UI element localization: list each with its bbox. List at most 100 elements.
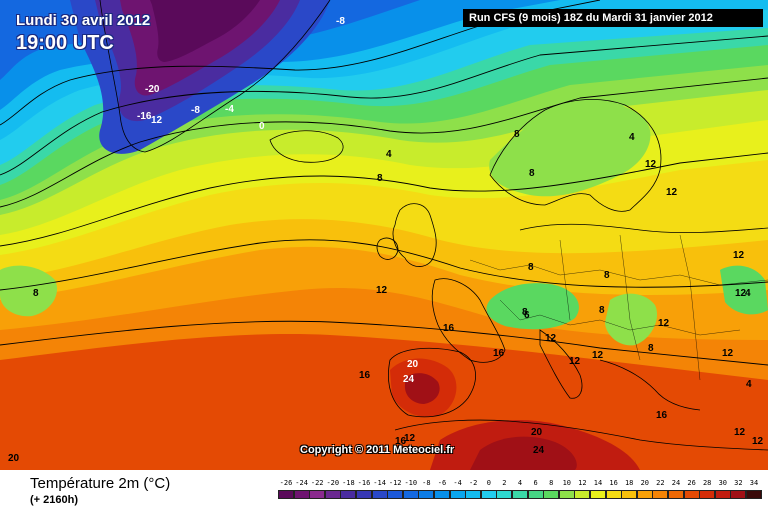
contour-label: 8 [522, 307, 528, 318]
iberia-coast [388, 347, 476, 418]
lead-time: (+ 2160h) [30, 494, 78, 506]
borders [469, 234, 768, 381]
legend-level-label: 22 [656, 479, 665, 487]
legend-level-label: 4 [517, 479, 523, 487]
legend-swatch [621, 490, 638, 499]
contour-label: -8 [191, 105, 200, 116]
legend-swatch [402, 490, 419, 499]
great-britain-coast [392, 203, 437, 267]
contour-label: 6 [524, 310, 530, 321]
legend-level-label: 14 [593, 479, 603, 487]
legend-swatch [480, 490, 497, 499]
contour-label: 24 [403, 374, 415, 385]
legend-swatch [683, 490, 700, 499]
legend-swatch [418, 490, 435, 499]
legend-swatch [699, 490, 716, 499]
legend-level-label: 24 [671, 479, 681, 487]
legend-level-label: 32 [734, 479, 743, 487]
legend-swatch [512, 490, 528, 499]
iberia-hot-core [404, 373, 440, 404]
isotherm-16 [0, 239, 768, 291]
legend-swatch [668, 490, 684, 499]
map-canvas: -8 -20 -16 12 -8 -4 0 8 4 8 12 4 12 12 8… [0, 0, 768, 470]
contour-label: 12 [404, 433, 416, 444]
legend-level-label: -2 [468, 479, 478, 487]
legend-level-label: -16 [357, 479, 371, 487]
balkan-coast [599, 359, 701, 411]
italy-coast [539, 329, 583, 399]
legend-swatch [465, 490, 482, 499]
legend-level-label: 20 [640, 479, 650, 487]
contour-label: -20 [145, 84, 160, 95]
contour-label: 24 [533, 445, 545, 456]
run-info-banner: Run CFS (9 mois) 18Z du Mardi 31 janvier… [463, 9, 763, 27]
legend-level-label: 18 [624, 479, 634, 487]
legend-swatch [340, 490, 357, 499]
alps-cool [486, 283, 579, 330]
legend-swatch [527, 490, 544, 499]
atlantic-cool [0, 265, 58, 317]
contour-label: 12 [666, 187, 678, 198]
legend-swatch [449, 490, 466, 499]
contour-label: 12 [645, 159, 657, 170]
isotherms [0, 0, 768, 366]
contour-label: 12 [733, 250, 745, 261]
isotherm-4 [0, 35, 768, 176]
legend-swatch [324, 490, 341, 499]
legend-level-label: 2 [502, 479, 507, 487]
africa-hot-core [470, 436, 577, 470]
legend-swatch [590, 490, 606, 499]
contour-label: 8 [529, 168, 535, 179]
greenland-coast [99, 0, 331, 153]
legend-level-label: -18 [342, 479, 355, 487]
contour-label: 8 [514, 129, 520, 140]
contour-label: 12 [722, 348, 734, 359]
legend-swatch [730, 490, 747, 499]
legend-level-label: 12 [578, 479, 587, 487]
contour-label: 16 [493, 348, 505, 359]
legend-swatch [496, 490, 513, 499]
contour-label: 0 [259, 121, 265, 132]
legend-level-label: 6 [533, 479, 538, 487]
legend-level-label: 16 [609, 479, 618, 487]
legend-swatch [293, 490, 310, 499]
balkans-cool [605, 293, 658, 346]
contour-label: 4 [629, 132, 635, 143]
legend-swatch [356, 490, 372, 499]
legend-swatch [387, 490, 404, 499]
legend-level-label: 8 [549, 479, 554, 487]
scandinavia-coast [489, 99, 662, 212]
contour-label: 12 [376, 285, 388, 296]
border-4 [619, 234, 641, 361]
legend-swatch [746, 490, 762, 499]
france-coast [431, 278, 506, 363]
isotherm-0 [0, 0, 601, 126]
contour-label: 16 [443, 323, 455, 334]
legend-level-label: -24 [295, 479, 308, 487]
legend-swatch [434, 490, 450, 499]
legend-swatch [309, 490, 326, 499]
legend-swatch [558, 490, 575, 499]
greenland-cold-core [150, 0, 260, 62]
legend-level-label: -26 [279, 479, 293, 487]
legend-level-label: 28 [702, 479, 712, 487]
contour-label: 12 [545, 333, 557, 344]
border-1 [469, 259, 768, 286]
contour-label: -4 [225, 104, 234, 115]
legend-level-label: -8 [422, 479, 431, 487]
map-footer: Température 2m (°C) (+ 2160h) -26 -24 -2 2 -… [0, 470, 768, 512]
contour-label: 20 [8, 453, 20, 464]
legend-swatch [278, 490, 294, 499]
border-5 [679, 234, 701, 381]
contour-label: 12 [569, 356, 581, 367]
contour-label: 20 [407, 359, 419, 370]
contour-label: 8 [648, 343, 654, 354]
legend-swatch [605, 490, 622, 499]
contour-label: 4 [386, 149, 392, 160]
forecast-date: Lundi 30 avril 2012 [16, 12, 151, 29]
legend-level-label: 26 [687, 479, 696, 487]
legend-level-label: 34 [749, 479, 759, 487]
variable-title: Température 2m (°C) [30, 475, 171, 492]
contour-label: 12 [734, 427, 746, 438]
contour-label: 12 [735, 288, 747, 299]
